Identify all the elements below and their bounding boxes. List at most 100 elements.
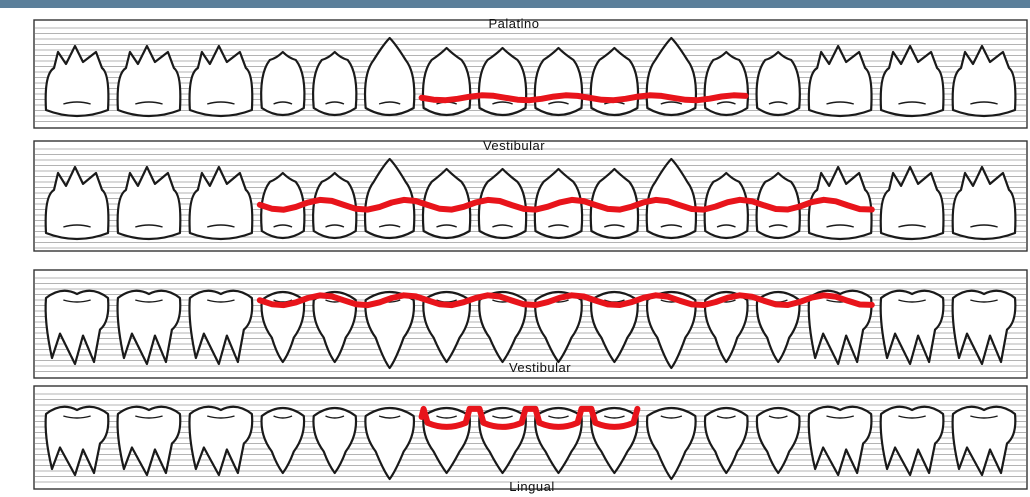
premolar-tooth (755, 171, 801, 240)
molar-tooth (188, 405, 254, 477)
canine-tooth (645, 290, 697, 370)
tooth-detail (826, 101, 854, 105)
tooth-detail (716, 101, 736, 105)
incisor-tooth (422, 290, 471, 364)
tooth-detail (768, 224, 788, 228)
tooth-detail (826, 415, 854, 419)
tooth-detail (135, 415, 163, 419)
tooth-detail (492, 224, 513, 228)
tooth-detail (207, 224, 235, 228)
teeth-row (44, 157, 1017, 241)
premolar-tooth (703, 50, 749, 117)
tooth-detail (378, 224, 401, 228)
tooth-detail (898, 101, 926, 105)
panel-label: Lingual (509, 479, 554, 494)
tooth-detail (207, 101, 235, 105)
panel-label: Vestibular (509, 360, 571, 375)
molar-tooth (188, 165, 254, 241)
premolar-tooth (260, 171, 306, 240)
chart-panel: Palatino (33, 16, 1028, 129)
tooth-detail (63, 101, 91, 105)
tooth-detail (378, 101, 401, 105)
tooth-detail (970, 101, 998, 105)
tooth-detail (436, 224, 457, 228)
premolar-tooth (260, 406, 306, 475)
tooth-detail (273, 415, 293, 419)
molar-tooth (116, 165, 182, 241)
tooth-detail (660, 224, 683, 228)
molar-tooth (951, 405, 1017, 477)
canine-tooth (364, 406, 416, 481)
gingival-margin-line (256, 196, 875, 213)
tooth-detail (970, 415, 998, 419)
chart-panel: Vestibular (33, 269, 1028, 379)
molar-tooth (879, 289, 945, 366)
tooth-detail (325, 415, 345, 419)
panel-frame (33, 140, 1028, 252)
tooth-detail (378, 415, 401, 419)
gingival-margin-line (418, 405, 641, 430)
incisor-tooth (589, 167, 640, 240)
incisor-tooth (421, 167, 472, 240)
panel-frame (33, 19, 1028, 129)
molar-tooth (44, 44, 110, 118)
molar-tooth (951, 44, 1017, 118)
tooth-detail (135, 101, 163, 105)
molar-tooth (807, 405, 873, 477)
tooth-detail (325, 224, 345, 228)
molar-tooth (807, 44, 873, 118)
molar-tooth (188, 289, 254, 366)
molar-tooth (44, 289, 110, 366)
canine-tooth (363, 36, 416, 117)
tooth-detail (207, 415, 235, 419)
tooth-detail (898, 415, 926, 419)
molar-tooth (116, 44, 182, 118)
tooth-detail (898, 224, 926, 228)
gingival-margin-line (418, 92, 749, 104)
tooth-detail (660, 101, 683, 105)
tooth-detail (548, 224, 569, 228)
tooth-detail (135, 299, 163, 303)
molar-tooth (188, 44, 254, 118)
tooth-detail (716, 415, 736, 419)
canine-tooth (645, 406, 697, 481)
periodontal-chart: Palatino Vestibular Vestibular Lingual (33, 16, 1028, 494)
panel-label: Vestibular (483, 138, 545, 153)
tooth-detail (492, 101, 513, 105)
tooth-detail (548, 415, 569, 419)
incisor-tooth (590, 290, 639, 364)
premolar-tooth (260, 50, 306, 117)
molar-tooth (879, 44, 945, 118)
premolar-tooth (312, 171, 358, 240)
chart-panel: Vestibular (33, 138, 1028, 252)
premolar-tooth (312, 50, 358, 117)
incisor-tooth (478, 290, 527, 364)
tooth-detail (970, 299, 998, 303)
tooth-detail (660, 415, 683, 419)
molar-tooth (44, 405, 110, 477)
tooth-detail (63, 415, 91, 419)
tooth-detail (970, 224, 998, 228)
molar-tooth (879, 405, 945, 477)
header-rule (0, 0, 1030, 8)
tooth-detail (604, 224, 625, 228)
molar-tooth (951, 289, 1017, 366)
tooth-detail (898, 299, 926, 303)
canine-tooth (363, 157, 416, 240)
tooth-detail (63, 299, 91, 303)
molar-tooth (879, 165, 945, 241)
teeth-row (44, 405, 1017, 481)
premolar-tooth (755, 50, 801, 117)
premolar-tooth (755, 406, 801, 475)
tooth-detail (436, 415, 457, 419)
gingival-margin-line (256, 292, 875, 309)
tooth-detail (716, 224, 736, 228)
premolar-tooth (755, 290, 801, 364)
premolar-tooth (703, 406, 749, 475)
molar-tooth (116, 289, 182, 366)
molar-tooth (44, 165, 110, 241)
panel-label: Palatino (489, 16, 540, 31)
tooth-detail (273, 224, 293, 228)
tooth-detail (768, 415, 788, 419)
panel-frame (33, 385, 1028, 490)
